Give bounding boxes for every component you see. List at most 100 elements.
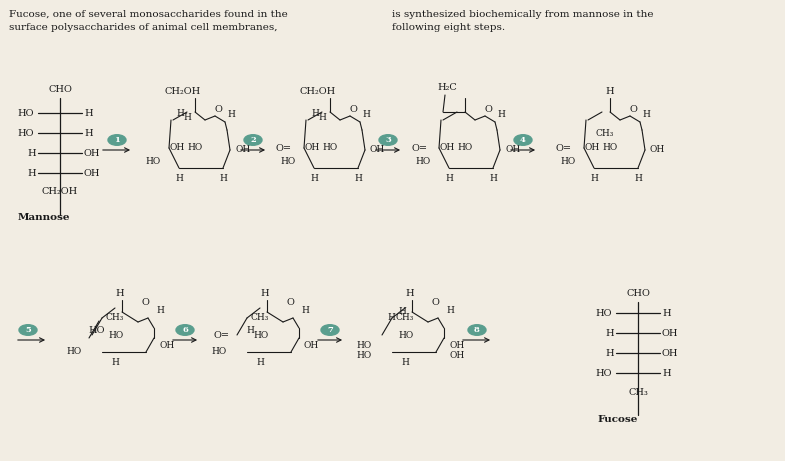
Text: HO: HO	[323, 142, 338, 152]
Text: HO: HO	[146, 158, 161, 166]
Text: OH: OH	[449, 350, 464, 360]
Text: O: O	[141, 297, 149, 307]
Text: H: H	[301, 306, 309, 314]
Text: H: H	[256, 357, 264, 366]
Text: H: H	[606, 87, 615, 95]
Text: Fucose, one of several monosaccharides found in the
surface polysaccharides of a: Fucose, one of several monosaccharides f…	[9, 10, 288, 32]
Text: 1: 1	[114, 136, 120, 144]
Text: OH: OH	[235, 146, 250, 154]
Text: HO: HO	[356, 350, 372, 360]
Circle shape	[468, 325, 486, 335]
Text: H: H	[605, 349, 614, 357]
Text: H: H	[362, 110, 370, 118]
Text: H: H	[406, 290, 414, 299]
Text: O: O	[214, 106, 222, 114]
Text: 3: 3	[385, 136, 391, 144]
Text: HO: HO	[108, 331, 123, 339]
Text: H: H	[246, 325, 254, 335]
Text: HO: HO	[596, 308, 612, 318]
Circle shape	[108, 135, 126, 145]
Text: OH: OH	[304, 341, 319, 349]
Text: OH: OH	[584, 142, 600, 152]
Text: H: H	[111, 357, 119, 366]
Text: H: H	[642, 110, 650, 118]
Text: CH₂OH: CH₂OH	[42, 188, 78, 196]
Text: H: H	[401, 357, 409, 366]
Text: 5: 5	[25, 326, 31, 334]
Text: OH: OH	[84, 148, 100, 158]
Text: H: H	[176, 108, 184, 118]
Circle shape	[19, 325, 37, 335]
Text: 8: 8	[474, 326, 480, 334]
Text: HO: HO	[398, 331, 414, 339]
Text: 2: 2	[250, 136, 256, 144]
Text: OH: OH	[305, 142, 319, 152]
Text: 4: 4	[520, 136, 526, 144]
Circle shape	[514, 135, 532, 145]
Text: H: H	[354, 173, 362, 183]
Text: CH₃: CH₃	[106, 313, 124, 323]
Text: H: H	[634, 173, 642, 183]
Text: CH₃: CH₃	[596, 129, 614, 137]
Text: Mannose: Mannose	[18, 213, 71, 222]
Text: O: O	[286, 297, 294, 307]
Text: H: H	[84, 108, 93, 118]
Text: H: H	[398, 307, 406, 317]
Circle shape	[321, 325, 339, 335]
Text: O: O	[629, 106, 637, 114]
Text: H: H	[84, 129, 93, 137]
Text: CH₂OH: CH₂OH	[165, 87, 201, 95]
Text: CHO: CHO	[48, 85, 72, 95]
Text: O=: O=	[214, 331, 230, 339]
Text: 7: 7	[327, 326, 333, 334]
Text: HO: HO	[416, 158, 431, 166]
Circle shape	[379, 135, 397, 145]
Text: HO: HO	[17, 129, 34, 137]
Text: H: H	[662, 368, 670, 378]
Text: H: H	[387, 313, 395, 323]
Text: OH: OH	[170, 142, 184, 152]
Text: OH: OH	[449, 341, 464, 349]
Text: CH₃: CH₃	[396, 313, 414, 323]
Text: HO: HO	[560, 158, 576, 166]
Text: O: O	[431, 297, 439, 307]
Text: O: O	[484, 106, 492, 114]
Text: O: O	[349, 106, 357, 114]
Text: H: H	[662, 308, 670, 318]
Text: OH: OH	[505, 146, 520, 154]
Circle shape	[244, 135, 262, 145]
Text: OH: OH	[370, 146, 385, 154]
Text: H₂C: H₂C	[437, 83, 457, 93]
Text: H: H	[115, 290, 124, 299]
Text: OH: OH	[159, 341, 174, 349]
Text: H: H	[590, 173, 598, 183]
Text: HO: HO	[17, 108, 34, 118]
Text: OH: OH	[650, 146, 665, 154]
Text: H: H	[446, 306, 454, 314]
Text: HO: HO	[89, 325, 105, 335]
Text: OH: OH	[662, 349, 678, 357]
Text: HO: HO	[602, 142, 618, 152]
Text: H: H	[183, 113, 191, 123]
Text: H: H	[156, 306, 164, 314]
Text: H: H	[489, 173, 497, 183]
Text: is synthesized biochemically from mannose in the
following eight steps.: is synthesized biochemically from mannos…	[392, 10, 654, 32]
Text: O=: O=	[276, 143, 292, 153]
Text: HO: HO	[254, 331, 268, 339]
Text: H: H	[605, 329, 614, 337]
Text: CH₃: CH₃	[628, 388, 648, 396]
Text: H: H	[219, 173, 227, 183]
Text: OH: OH	[84, 169, 100, 177]
Text: H: H	[497, 110, 505, 118]
Text: CH₃: CH₃	[251, 313, 269, 323]
Text: H: H	[310, 173, 318, 183]
Text: CHO: CHO	[626, 289, 650, 297]
Text: OH: OH	[440, 142, 455, 152]
Text: 6: 6	[182, 326, 188, 334]
Text: HO: HO	[596, 368, 612, 378]
Text: Fucose: Fucose	[597, 415, 637, 424]
Text: H: H	[261, 290, 269, 299]
Text: HO: HO	[458, 142, 473, 152]
Text: O=: O=	[556, 143, 572, 153]
Text: CH₂OH: CH₂OH	[300, 87, 336, 95]
